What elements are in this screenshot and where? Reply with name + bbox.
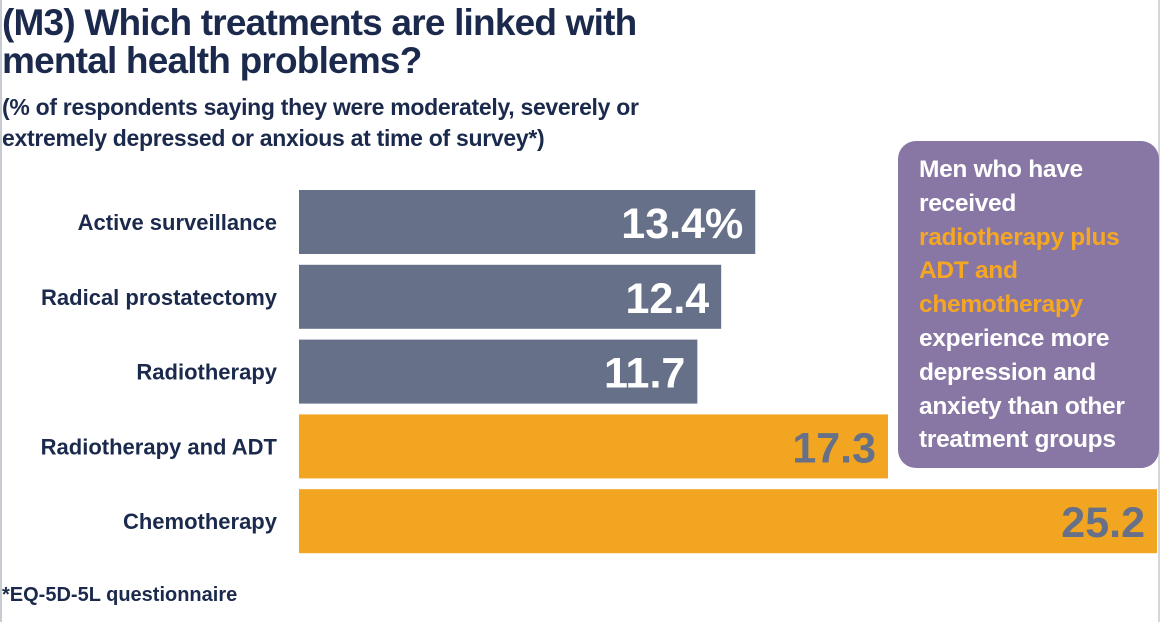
left-border bbox=[0, 0, 2, 622]
category-label: Radiotherapy bbox=[136, 360, 277, 385]
value-label: 13.4% bbox=[621, 200, 743, 248]
bar-radiotherapy bbox=[299, 339, 698, 404]
value-label: 12.4 bbox=[625, 275, 709, 323]
category-label: Active surveillance bbox=[78, 210, 277, 235]
callout-text-highlight: radiotherapy plus ADT and chemotherapy bbox=[919, 223, 1120, 319]
bar-active-surveillance bbox=[299, 190, 756, 254]
right-border bbox=[1158, 0, 1160, 622]
bar-radiotherapy-and-adt bbox=[299, 414, 889, 479]
value-label: 25.2 bbox=[1061, 499, 1145, 547]
value-label: 11.7 bbox=[604, 350, 685, 398]
value-label: 17.3 bbox=[792, 424, 876, 472]
chart-title: (M3) Which treatments are linked with me… bbox=[2, 2, 637, 81]
callout-box: Men who have received radiotherapy plus … bbox=[898, 141, 1159, 468]
footnote: *EQ-5D-5L questionnaire bbox=[2, 584, 238, 606]
bar-chemotherapy bbox=[299, 489, 1157, 554]
callout-text-before: Men who have received bbox=[919, 156, 1083, 217]
bar-radical-prostatectomy bbox=[299, 264, 722, 329]
category-label: Chemotherapy bbox=[123, 509, 278, 534]
category-label: Radical prostatectomy bbox=[41, 285, 278, 310]
callout-text-after: experience more depression and anxiety t… bbox=[919, 324, 1125, 454]
category-label: Radiotherapy and ADT bbox=[41, 434, 278, 459]
chart-subtitle: (% of respondents saying they were moder… bbox=[2, 94, 639, 151]
